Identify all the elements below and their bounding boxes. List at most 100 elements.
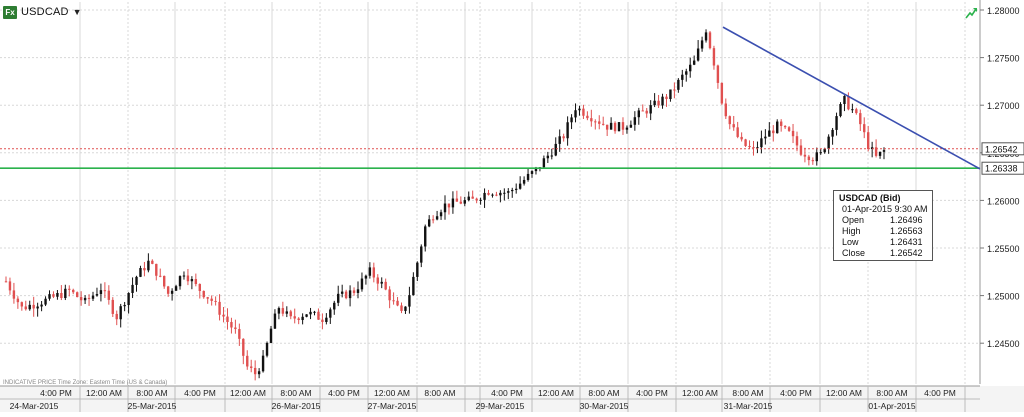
- candle-body: [479, 199, 482, 201]
- y-tick-label: 1.24500: [987, 339, 1020, 349]
- x-time-label: 8:00 AM: [588, 388, 619, 398]
- candle-body: [360, 278, 364, 290]
- candle-body: [720, 82, 724, 104]
- candle-body: [143, 268, 146, 271]
- candle-body: [558, 136, 561, 144]
- x-time-label: 4:00 PM: [328, 388, 360, 398]
- candle-body: [435, 216, 439, 220]
- candle-body: [135, 276, 138, 285]
- candle-body: [685, 71, 688, 75]
- candle-body: [471, 196, 474, 199]
- chart-trend-icon[interactable]: [964, 6, 978, 20]
- y-tick-label: 1.27500: [987, 54, 1020, 64]
- x-time-label: 4:00 PM: [780, 388, 812, 398]
- x-time-label: 8:00 AM: [732, 388, 763, 398]
- candle-body: [372, 267, 376, 278]
- candle-body: [72, 289, 75, 293]
- candle-body: [340, 291, 344, 294]
- candle-body: [36, 306, 39, 309]
- candle-body: [613, 122, 617, 132]
- candle-body: [151, 260, 154, 264]
- candle-body: [443, 203, 447, 213]
- candle-body: [625, 127, 629, 130]
- candle-body: [64, 288, 67, 299]
- x-time-label: 12:00 AM: [826, 388, 862, 398]
- candle-body: [420, 246, 423, 263]
- candle-body: [649, 105, 652, 114]
- candle-body: [550, 155, 553, 157]
- candle-body: [534, 167, 538, 172]
- candle-body: [83, 297, 87, 301]
- candle-body: [388, 289, 391, 301]
- candle-body: [127, 292, 130, 306]
- candle-body: [776, 121, 779, 134]
- candle-body: [831, 129, 834, 137]
- candle-body: [87, 297, 91, 299]
- candle-body: [222, 314, 225, 317]
- candle-body: [68, 288, 71, 290]
- candle-body: [736, 127, 739, 137]
- x-time-label: 12:00 AM: [538, 388, 574, 398]
- tooltip-row-open: Open 1.26496: [842, 215, 923, 225]
- candle-body: [863, 124, 866, 133]
- candle-body: [309, 311, 312, 315]
- candle-body: [329, 309, 332, 318]
- candle-body: [819, 152, 822, 154]
- candle-body: [20, 302, 24, 307]
- chart-header: Fx USDCAD ▼: [3, 4, 82, 20]
- candle-body: [740, 136, 743, 140]
- candle-body: [455, 198, 459, 202]
- candle-body: [795, 136, 799, 146]
- last-price-label: 1.26542: [985, 144, 1018, 154]
- candle-body: [669, 89, 672, 100]
- x-time-label: 4:00 PM: [40, 388, 72, 398]
- y-tick-label: 1.26000: [987, 196, 1020, 206]
- candle-body: [827, 136, 830, 149]
- candle-body: [451, 198, 455, 208]
- caret-down-icon[interactable]: ▼: [72, 7, 82, 17]
- candle-body: [756, 147, 759, 149]
- candle-body: [52, 294, 55, 297]
- candle-body: [803, 154, 807, 157]
- candle-body: [657, 100, 660, 106]
- candle-body: [230, 322, 233, 328]
- candle-body: [507, 191, 510, 193]
- candle-body: [605, 124, 609, 130]
- candle-body: [855, 109, 858, 114]
- candle-body: [665, 96, 668, 100]
- candle-body: [475, 198, 478, 201]
- x-time-label: 4:00 PM: [924, 388, 956, 398]
- candle-body: [570, 117, 573, 123]
- candle-body: [178, 276, 182, 287]
- trend-line: [722, 26, 981, 170]
- y-tick-label: 1.25500: [987, 244, 1020, 254]
- candle-body: [4, 281, 8, 283]
- candle-body: [467, 196, 470, 201]
- candle-body: [621, 122, 625, 130]
- symbol-label[interactable]: USDCAD: [21, 6, 69, 18]
- candle-body: [210, 298, 213, 301]
- x-date-label: 29-Mar-2015: [476, 401, 525, 411]
- candle-body: [689, 64, 692, 72]
- tooltip-time: 01-Apr-2015 9:30 AM: [842, 204, 928, 214]
- candle-body: [851, 109, 854, 111]
- support-price-label-box: [981, 161, 1024, 175]
- candle-body: [147, 260, 150, 271]
- candle-body: [483, 192, 486, 200]
- candle-body: [123, 305, 126, 307]
- candle-body: [337, 293, 340, 303]
- candle-body: [700, 40, 704, 49]
- candle-body: [352, 290, 356, 293]
- candle-body: [439, 212, 443, 217]
- candle-body: [495, 194, 498, 196]
- x-date-label: 27-Mar-2015: [368, 401, 417, 411]
- candle-body: [412, 276, 415, 296]
- candle-body: [186, 275, 190, 282]
- candle-body: [313, 311, 316, 313]
- candle-body: [416, 262, 419, 277]
- candle-body: [206, 297, 209, 299]
- candle-body: [163, 275, 166, 287]
- x-time-label: 4:00 PM: [491, 388, 523, 398]
